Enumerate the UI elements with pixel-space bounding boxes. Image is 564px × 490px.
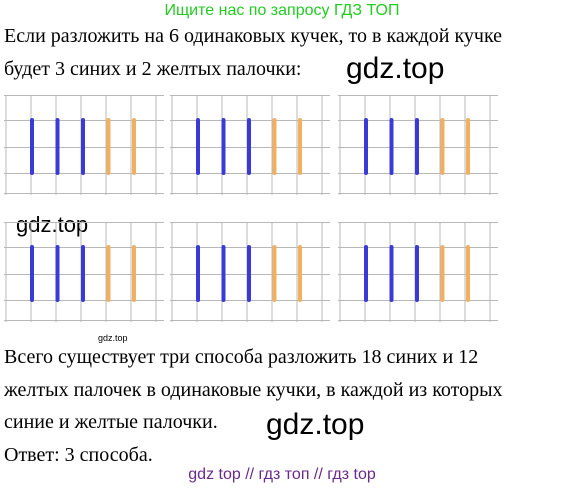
stick-grid: [170, 222, 330, 322]
text-line-4: желтых палочек в одинаковые кучки, в каж…: [4, 379, 503, 401]
stick-grid: [170, 95, 330, 195]
stick-grid: [338, 222, 498, 322]
stick-group-4: [4, 222, 164, 322]
promo-banner: Ищите нас по запросу ГДЗ ТОП: [164, 2, 400, 19]
watermark-top: gdz.top: [346, 52, 445, 85]
stick-grid: [338, 95, 498, 195]
text-line-3: Всего существует три способа разложить 1…: [4, 346, 479, 368]
watermark-bottom: gdz.top: [266, 408, 365, 441]
stick-group-1: [4, 95, 164, 195]
watermark-middle: gdz.top: [16, 212, 89, 237]
text-line-5: синие и желтые палочки.: [4, 411, 218, 433]
stick-group-2: [170, 95, 330, 195]
stick-grid: [4, 222, 164, 322]
watermark-small: gdz.top: [98, 333, 128, 343]
text-line-6: Ответ: 3 способа.: [4, 444, 153, 466]
text-line-2: будет 3 синих и 2 желтых палочки:: [4, 58, 302, 80]
stick-group-3: [338, 95, 498, 195]
stick-group-5: [170, 222, 330, 322]
stick-grid: [4, 95, 164, 195]
stick-group-6: [338, 222, 498, 322]
footer-links: gdz top // гдз топ // гдз top: [188, 466, 376, 483]
text-line-1: Если разложить на 6 одинаковых кучек, то…: [4, 25, 503, 47]
